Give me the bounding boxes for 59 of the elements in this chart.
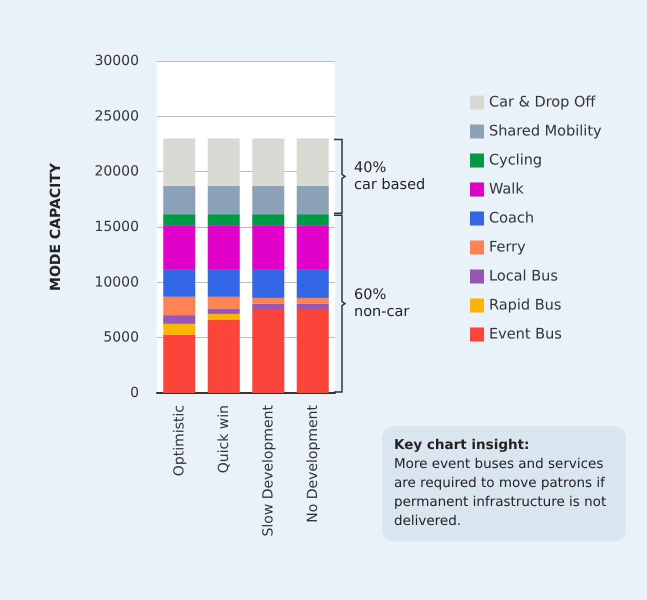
text: 40% car based <box>354 160 426 193</box>
x-tick-label: Optimistic <box>171 405 188 476</box>
bar <box>208 320 240 393</box>
bar <box>163 334 196 393</box>
legend-label: Cycling <box>489 152 542 168</box>
y-tick-label: 15000 <box>94 219 139 235</box>
bar <box>208 225 240 270</box>
y-tick-label: 30000 <box>94 53 139 69</box>
bar <box>208 270 240 297</box>
bar <box>296 270 329 298</box>
y-axis-title: MODE CAPACITY <box>48 162 64 291</box>
bar <box>296 214 329 226</box>
x-tick-label: Quick win <box>216 405 232 474</box>
bar <box>208 214 240 226</box>
y-tick-label: 0 <box>130 385 139 401</box>
x-tick-label: Slow Development <box>260 404 276 536</box>
bar <box>296 225 329 270</box>
bar <box>163 214 196 226</box>
bar <box>163 225 196 270</box>
bar <box>252 138 284 186</box>
legend-label: Car & Drop Off <box>489 94 596 110</box>
bar <box>208 314 240 320</box>
bar <box>163 316 196 324</box>
bar <box>163 186 196 214</box>
y-tick-label: 5000 <box>103 330 139 346</box>
bar <box>163 324 196 335</box>
bar <box>252 186 284 214</box>
y-tick-label: 10000 <box>94 274 139 290</box>
legend-label: Event Bus <box>489 326 562 342</box>
y-tick-label: 25000 <box>94 108 139 124</box>
text: More event buses and services are required to move patrons if permanent infrastructure is not delivered. <box>394 456 606 529</box>
bar <box>296 304 329 310</box>
bar <box>296 138 329 186</box>
bar <box>296 186 329 214</box>
bar <box>252 214 284 226</box>
bar <box>163 138 196 186</box>
bar <box>296 298 329 304</box>
bar <box>208 138 240 186</box>
bar <box>252 270 284 298</box>
legend-label: Shared Mobility <box>489 124 602 140</box>
legend-label: Coach <box>489 210 534 226</box>
legend-label: Local Bus <box>489 268 558 284</box>
text: Key chart insight: <box>394 436 530 455</box>
text: 60% non-car <box>354 287 410 320</box>
bar <box>252 298 284 304</box>
legend-label: Ferry <box>489 240 526 256</box>
legend-label: Rapid Bus <box>489 298 562 314</box>
x-tick-label: No Development <box>304 404 321 523</box>
bar <box>252 309 284 393</box>
legend-label: Walk <box>489 182 524 198</box>
bar <box>208 186 240 214</box>
y-tick-label: 20000 <box>94 164 139 180</box>
bar <box>163 296 196 316</box>
bar <box>208 296 240 309</box>
bar <box>252 304 284 310</box>
bar <box>163 270 196 297</box>
bar <box>296 309 329 393</box>
bar <box>252 225 284 270</box>
bar <box>208 308 240 314</box>
